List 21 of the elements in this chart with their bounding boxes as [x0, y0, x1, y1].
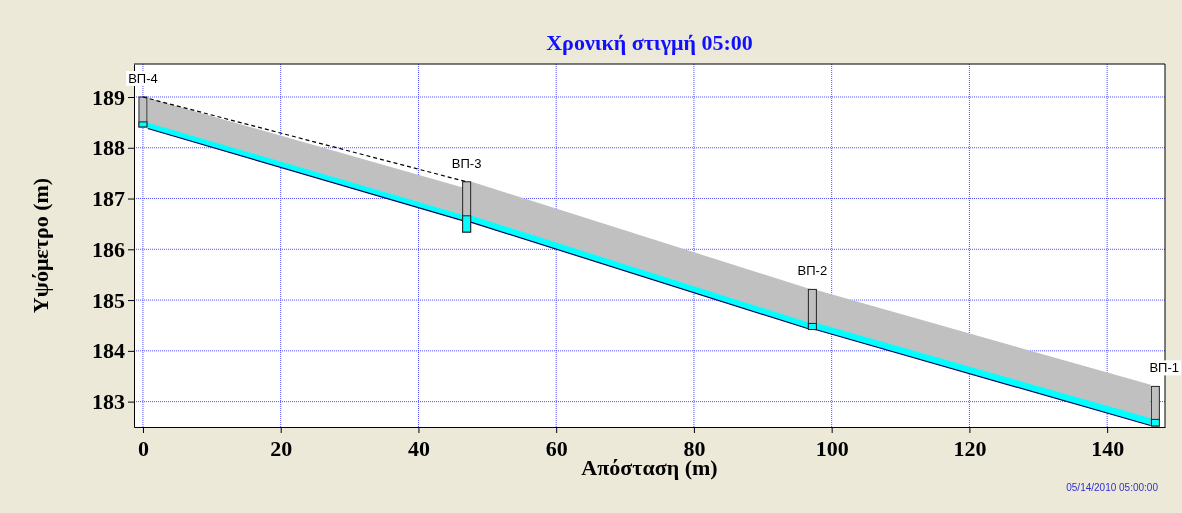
annotation: ВП-1	[1149, 360, 1179, 376]
x-tick-label: 20	[270, 435, 293, 461]
y-tick-label: 184	[92, 338, 125, 364]
y-tick-label: 186	[92, 236, 125, 262]
x-tick-label: 140	[1091, 435, 1125, 461]
y-tick-label: 188	[92, 135, 125, 161]
y-axis-title: Υψόμετρο (m)	[28, 177, 53, 314]
x-tick-label: 100	[815, 435, 849, 461]
x-tick-label: 40	[407, 435, 430, 461]
y-tick-label: 185	[92, 287, 125, 313]
y-tick-label: 183	[92, 389, 125, 415]
x-tick-label: 60	[545, 435, 568, 461]
x-tick-label: 120	[953, 435, 987, 461]
annotation: ВП-3	[451, 155, 482, 171]
annotation: ВП-4	[128, 71, 158, 86]
y-tick-label: 187	[92, 186, 125, 212]
y-tick-label: 189	[92, 84, 125, 110]
annotation: ВП-2	[797, 263, 828, 279]
chart-title: Χρονική στιγμή 05:00	[546, 30, 753, 55]
x-tick-label: 0	[137, 435, 149, 461]
text: 05/14/2010 05:00:00	[1066, 482, 1159, 493]
